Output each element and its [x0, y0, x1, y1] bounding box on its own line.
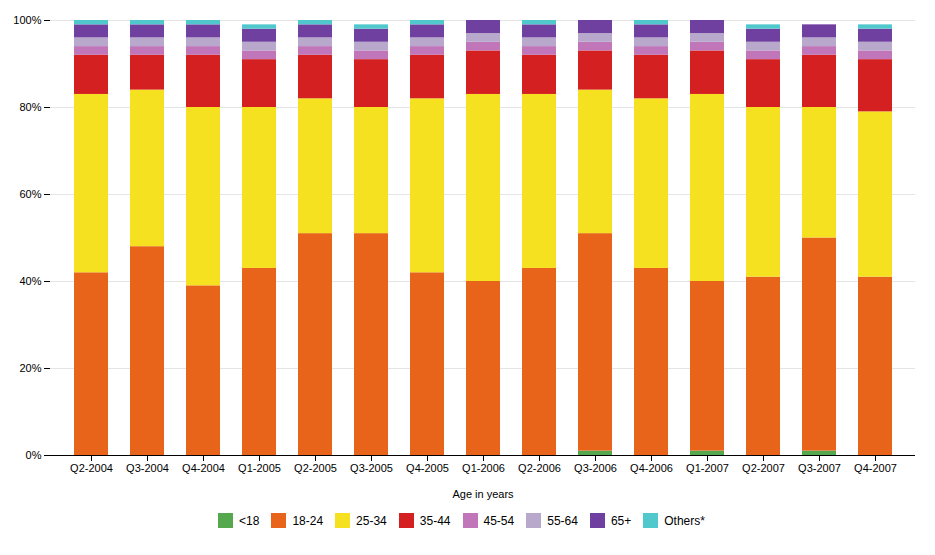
html-text:45-54: 45-54	[483, 513, 515, 528]
svg-text:80%: 80%	[19, 101, 41, 113]
svg-text:Q4-2006: Q4-2006	[630, 462, 673, 474]
svg-text:Q3-2006: Q3-2006	[574, 462, 617, 474]
svg-text:Q3-2007: Q3-2007	[798, 462, 841, 474]
svg-text:0%: 0%	[26, 449, 42, 461]
html-text:18-24: 18-24	[292, 513, 324, 528]
svg-text:Q1-2007: Q1-2007	[686, 462, 729, 474]
svg-text:Q2-2006: Q2-2006	[518, 462, 561, 474]
svg-text:Q3-2004: Q3-2004	[126, 462, 169, 474]
svg-text:Q2-2007: Q2-2007	[742, 462, 785, 474]
html-text:25-34: 25-34	[356, 513, 387, 528]
svg-text:60%: 60%	[19, 188, 41, 200]
html-text:65+: 65+	[610, 513, 632, 528]
svg-text:Q3-2005: Q3-2005	[350, 462, 393, 474]
html-text:Others*: Others*	[664, 513, 705, 528]
svg-text:Q1-2006: Q1-2006	[462, 462, 505, 474]
svg-text:Age in years: Age in years	[452, 488, 514, 500]
svg-text:Q4-2004: Q4-2004	[182, 462, 225, 474]
svg-text:20%: 20%	[19, 362, 41, 374]
svg-text:Q2-2004: Q2-2004	[70, 462, 113, 474]
svg-text:Q1-2005: Q1-2005	[238, 462, 281, 474]
svg-text:40%: 40%	[19, 275, 41, 287]
html-text:55-64: 55-64	[547, 513, 578, 528]
svg-text:Q2-2005: Q2-2005	[294, 462, 337, 474]
svg-text:Q4-2007: Q4-2007	[854, 462, 897, 474]
svg-text:100%: 100%	[13, 14, 41, 26]
html-text:<18: <18	[239, 513, 260, 528]
html-text:35-44: 35-44	[419, 513, 451, 528]
svg-text:Q4-2005: Q4-2005	[406, 462, 449, 474]
